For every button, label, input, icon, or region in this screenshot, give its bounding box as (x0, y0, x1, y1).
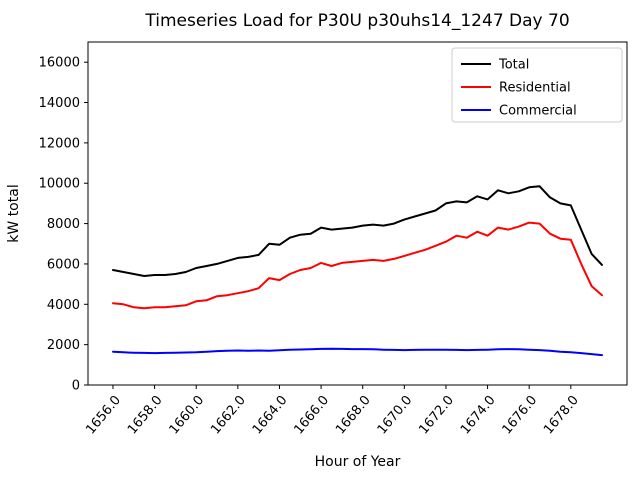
legend-label-residential: Residential (499, 81, 571, 96)
legend-box (451, 47, 623, 123)
y-tick-label: 4000 (47, 298, 80, 313)
y-tick-label: 16000 (39, 56, 80, 71)
axes-border (87, 41, 628, 386)
x-axis-label: Hour of Year (315, 454, 401, 470)
y-tick-label: 12000 (39, 136, 80, 151)
series-line-commercial (112, 347, 603, 357)
y-axis-label: kW total (6, 184, 22, 242)
series-line-residential (112, 221, 603, 310)
y-tick-label: 0 (72, 379, 80, 394)
legend-label-commercial: Commercial (499, 104, 577, 119)
y-tick-label: 6000 (47, 257, 80, 272)
legend: Total Residential Commercial (451, 47, 623, 123)
y-tick-label: 2000 (47, 338, 80, 353)
y-tick-label: 14000 (39, 96, 80, 111)
y-tick-label: 10000 (39, 177, 80, 192)
legend-label-total: Total (498, 58, 529, 73)
series-line-total (112, 185, 603, 277)
chart-title: Timeseries Load for P30U p30uhs14_1247 D… (144, 11, 569, 31)
y-tick-label: 8000 (47, 217, 80, 232)
